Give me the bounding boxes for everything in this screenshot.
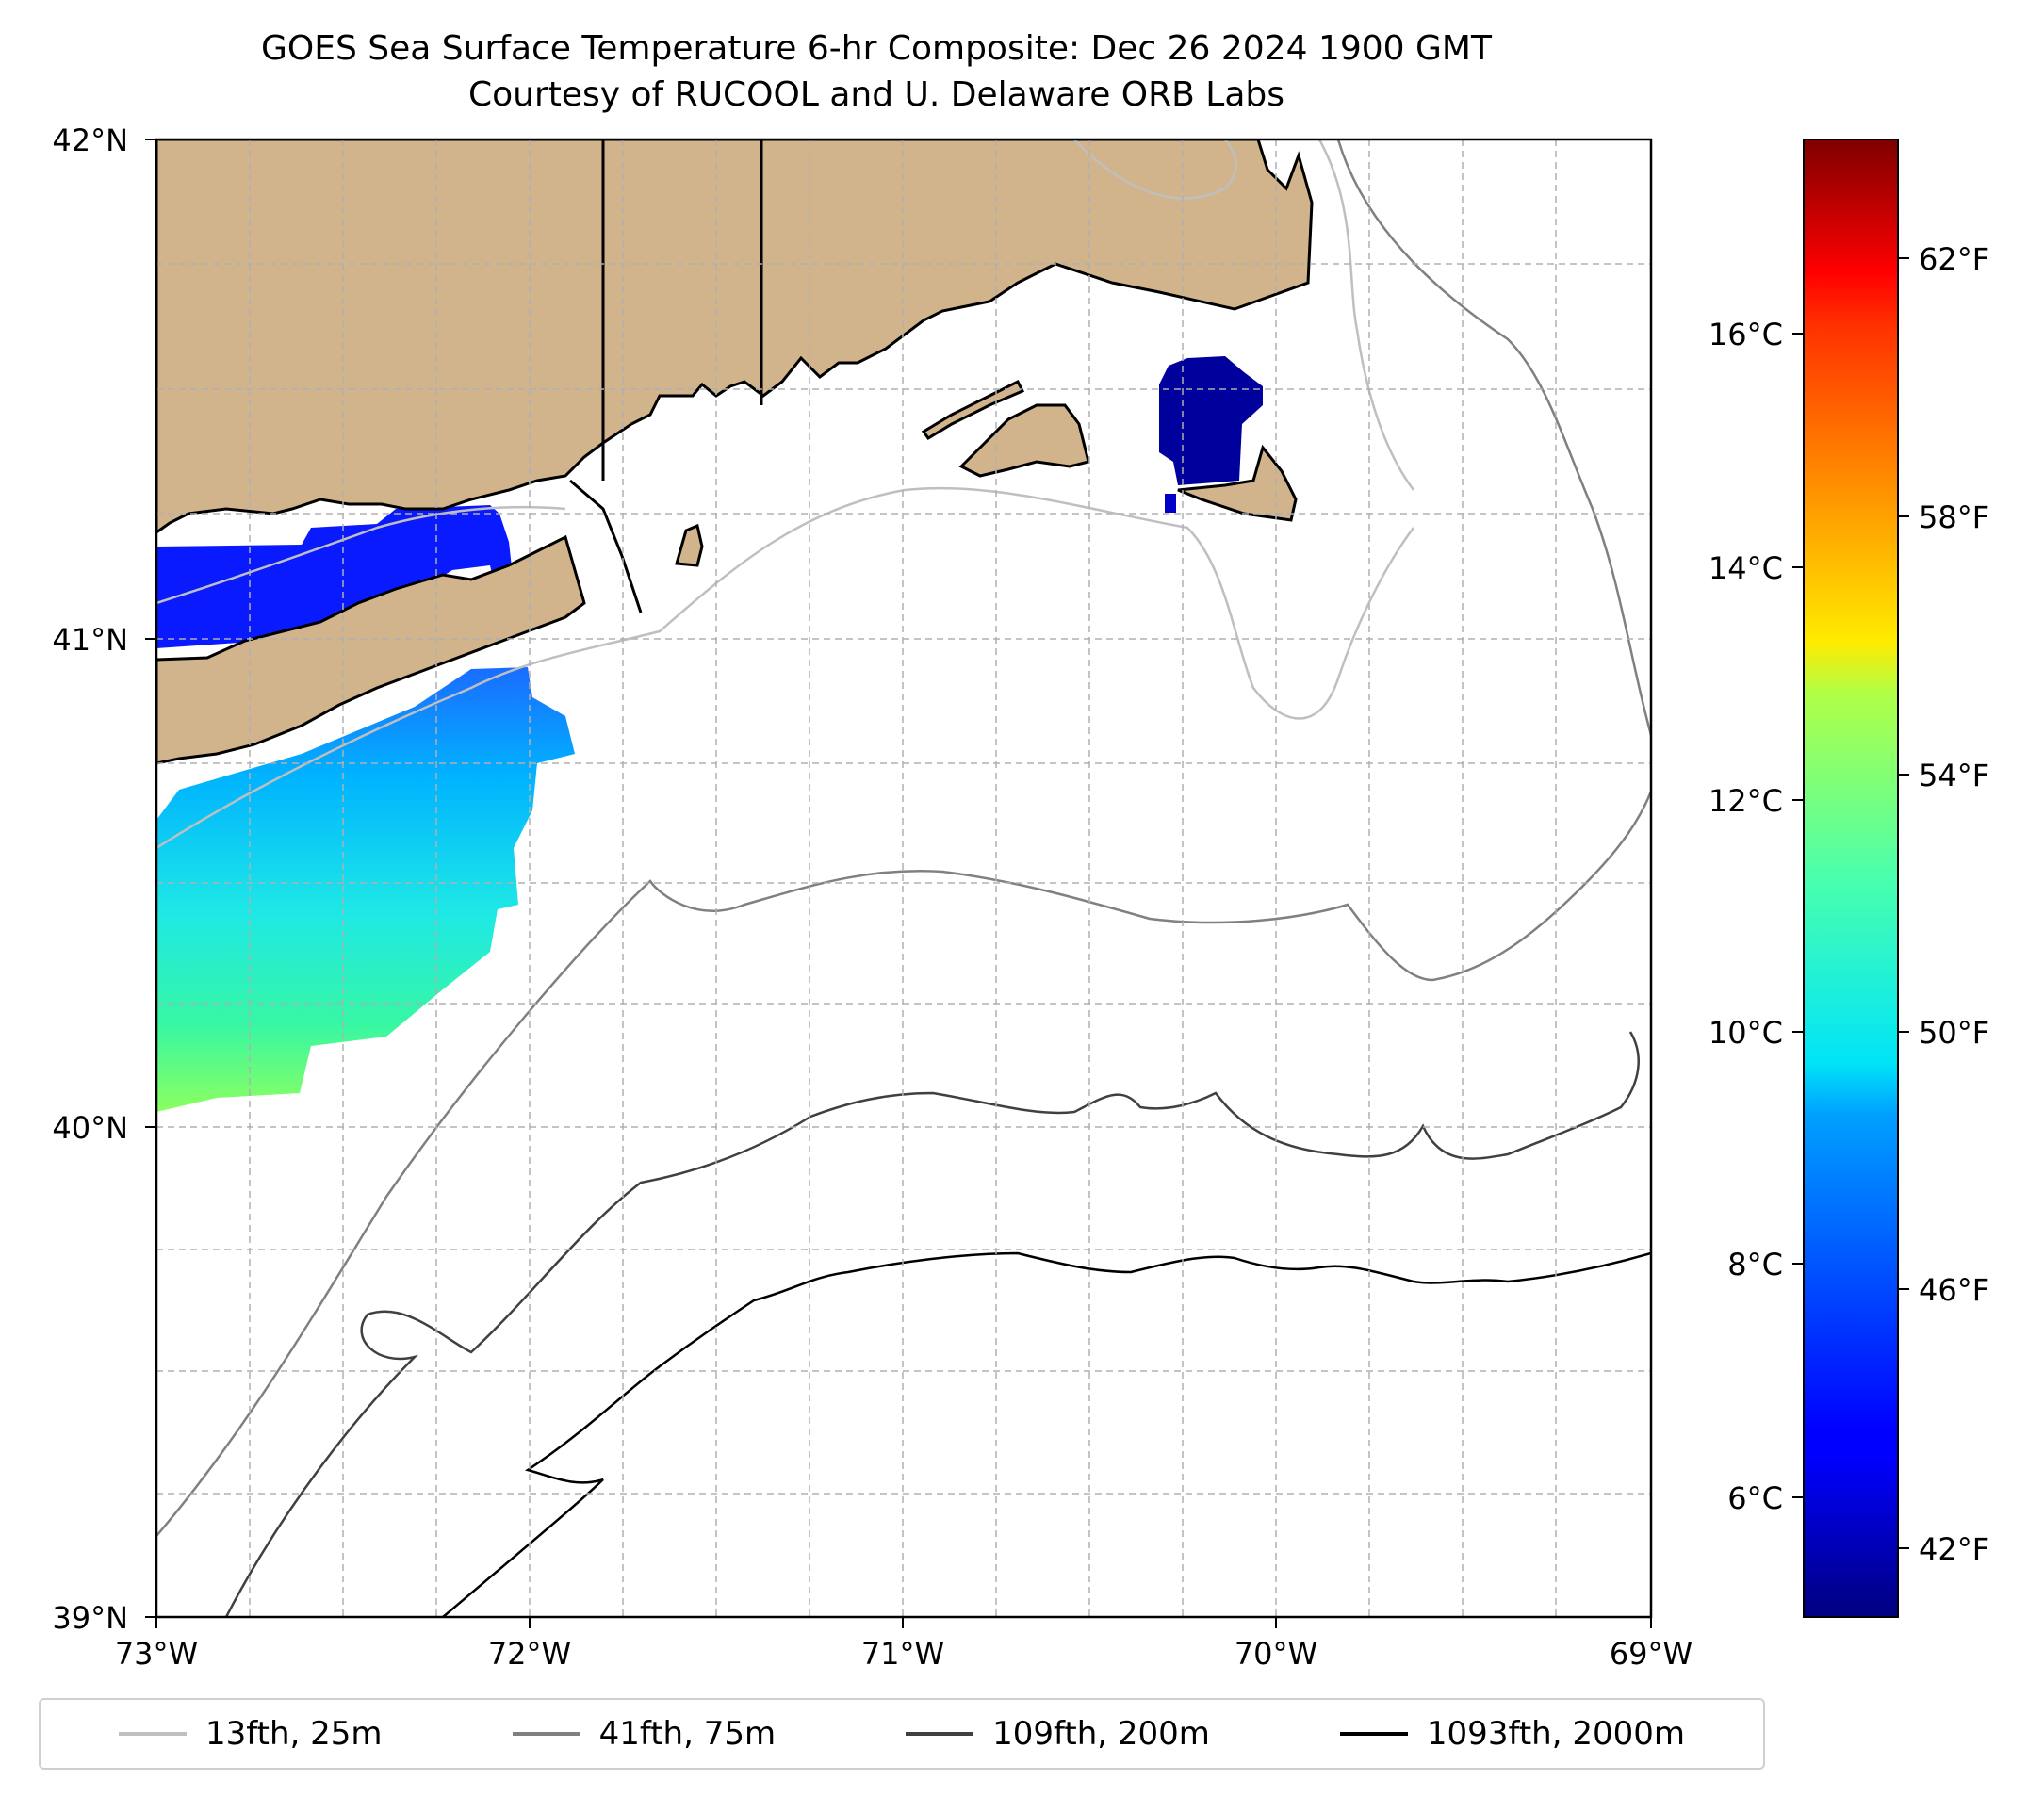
title-line-2: Courtesy of RUCOOL and U. Delaware ORB L…	[467, 75, 1285, 114]
lon-label-69: 69°W	[1610, 1636, 1692, 1672]
map-area	[156, 139, 1651, 1617]
contour-2000m	[442, 1251, 1651, 1617]
lon-label-73: 73°W	[115, 1636, 198, 1672]
colorbar-f-50: 50°F	[1919, 1015, 1989, 1051]
legend-swatch-25m	[119, 1732, 188, 1736]
sst-pixel	[1165, 494, 1176, 513]
contour-legend: 13fth, 25m 41fth, 75m 109fth, 200m 1093f…	[39, 1698, 1765, 1770]
axis-ticks	[145, 139, 1652, 1628]
land-nantucket	[1177, 444, 1298, 522]
contour-25m	[156, 486, 1415, 850]
title-line-1: GOES Sea Surface Temperature 6-hr Compos…	[261, 29, 1492, 68]
lat-label-39: 39°N	[52, 1600, 128, 1636]
lat-label-42: 42°N	[52, 123, 128, 158]
legend-swatch-2000m	[1339, 1732, 1408, 1736]
lat-label-41: 41°N	[52, 622, 128, 658]
legend-label-75m: 41fth, 75m	[598, 1715, 777, 1753]
colorbar-c-6: 6°C	[1727, 1480, 1783, 1516]
ferry-line	[569, 479, 643, 613]
legend-item-2000m: 1093fth, 2000m	[1339, 1715, 1685, 1753]
land-elizabeth-islands	[921, 379, 1025, 440]
colorbar-c-16: 16°C	[1709, 317, 1783, 352]
contour-25m-shoals	[1073, 139, 1415, 491]
colorbar-f-42: 42°F	[1919, 1531, 1989, 1567]
colorbar-f-46: 46°F	[1919, 1272, 1989, 1308]
contour-200m	[224, 1031, 1640, 1617]
legend-label-200m: 109fth, 200m	[992, 1715, 1210, 1753]
lon-label-72: 72°W	[488, 1636, 571, 1672]
legend-item-25m: 13fth, 25m	[119, 1715, 383, 1753]
legend-swatch-200m	[906, 1732, 974, 1736]
legend-swatch-75m	[512, 1732, 580, 1736]
contour-75m	[156, 791, 1651, 1537]
lon-label-70: 70°W	[1235, 1636, 1317, 1672]
colorbar-f-62: 62°F	[1919, 241, 1989, 277]
colorbar-f-58: 58°F	[1919, 499, 1989, 535]
contour-75m-north	[1336, 139, 1651, 736]
land-long-island	[156, 534, 586, 765]
lat-label-40: 40°N	[52, 1110, 128, 1146]
contour-25m-upper	[156, 505, 566, 605]
colorbar-c-14: 14°C	[1709, 550, 1783, 586]
graticule	[156, 139, 1651, 1617]
colorbar	[1803, 139, 1899, 1618]
legend-item-75m: 41fth, 75m	[512, 1715, 777, 1753]
land-martha-vineyard	[958, 403, 1090, 478]
sst-patch-nantucket	[1159, 356, 1263, 485]
colorbar-ticks	[1792, 257, 1909, 1549]
legend-label-25m: 13fth, 25m	[205, 1715, 383, 1753]
lon-label-71: 71°W	[861, 1636, 944, 1672]
colorbar-c-10: 10°C	[1709, 1015, 1783, 1051]
colorbar-f-54: 54°F	[1919, 758, 1989, 793]
land-mainland	[156, 139, 1314, 534]
colorbar-c-8: 8°C	[1727, 1247, 1783, 1282]
sst-patch-sound	[156, 505, 514, 648]
colorbar-c-12: 12°C	[1709, 783, 1783, 819]
legend-item-200m: 109fth, 200m	[906, 1715, 1210, 1753]
legend-label-2000m: 1093fth, 2000m	[1426, 1715, 1685, 1753]
sst-patch-south	[156, 667, 575, 1112]
land-block-island	[675, 523, 704, 567]
